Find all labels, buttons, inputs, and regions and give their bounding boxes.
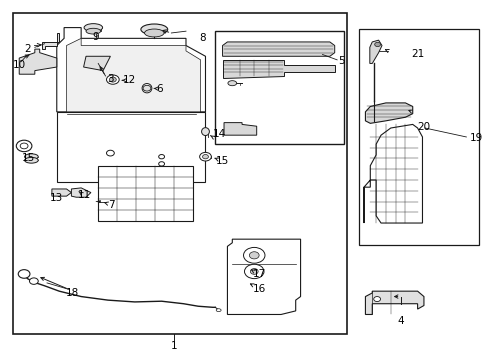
Text: 16: 16 xyxy=(252,284,265,294)
Polygon shape xyxy=(66,39,200,112)
Bar xyxy=(13,13,346,334)
Text: 13: 13 xyxy=(50,193,63,203)
Polygon shape xyxy=(42,33,59,49)
Text: 12: 12 xyxy=(123,75,136,85)
Circle shape xyxy=(143,85,151,91)
Ellipse shape xyxy=(216,309,221,312)
Text: 6: 6 xyxy=(156,84,162,94)
Circle shape xyxy=(158,154,164,159)
Bar xyxy=(98,166,193,221)
Text: 1: 1 xyxy=(170,341,177,351)
Ellipse shape xyxy=(86,28,101,34)
Circle shape xyxy=(29,278,38,284)
Text: 9: 9 xyxy=(92,32,99,41)
Polygon shape xyxy=(52,189,71,196)
Ellipse shape xyxy=(144,29,163,37)
Text: 4: 4 xyxy=(396,316,403,325)
Text: 20: 20 xyxy=(416,122,429,132)
Text: 17: 17 xyxy=(252,269,265,279)
Circle shape xyxy=(20,143,28,149)
Polygon shape xyxy=(224,123,256,135)
Text: 11: 11 xyxy=(78,190,91,200)
Circle shape xyxy=(244,264,264,279)
Circle shape xyxy=(16,140,32,152)
Text: 7: 7 xyxy=(108,200,115,210)
Polygon shape xyxy=(227,239,300,315)
Polygon shape xyxy=(365,103,412,123)
Text: 15: 15 xyxy=(21,153,35,163)
Polygon shape xyxy=(222,42,334,56)
Polygon shape xyxy=(363,125,422,223)
Polygon shape xyxy=(83,56,110,71)
Circle shape xyxy=(202,154,208,159)
Circle shape xyxy=(109,77,116,82)
Bar xyxy=(215,31,344,144)
Circle shape xyxy=(106,150,114,156)
Circle shape xyxy=(249,252,259,259)
Polygon shape xyxy=(71,188,91,197)
Polygon shape xyxy=(57,28,205,112)
Text: 19: 19 xyxy=(468,133,482,143)
Polygon shape xyxy=(369,40,381,63)
Polygon shape xyxy=(222,60,334,78)
Circle shape xyxy=(158,162,164,166)
Text: 15: 15 xyxy=(216,156,229,166)
Circle shape xyxy=(18,270,30,278)
Ellipse shape xyxy=(24,154,38,159)
Text: 8: 8 xyxy=(199,33,206,42)
Ellipse shape xyxy=(84,24,102,32)
Circle shape xyxy=(106,75,119,84)
Polygon shape xyxy=(365,291,423,315)
Text: 3: 3 xyxy=(107,73,114,84)
Text: 21: 21 xyxy=(410,49,424,59)
Circle shape xyxy=(199,152,211,161)
Ellipse shape xyxy=(24,157,38,163)
Bar xyxy=(57,112,205,182)
Ellipse shape xyxy=(201,128,209,135)
Text: 5: 5 xyxy=(337,55,344,66)
Polygon shape xyxy=(96,201,101,203)
Text: 14: 14 xyxy=(212,129,225,139)
Ellipse shape xyxy=(227,81,236,86)
Text: 10: 10 xyxy=(13,60,26,70)
Circle shape xyxy=(373,297,380,302)
Circle shape xyxy=(243,247,264,263)
Ellipse shape xyxy=(141,24,167,35)
Bar xyxy=(358,30,478,244)
Polygon shape xyxy=(19,49,57,74)
Circle shape xyxy=(250,269,258,274)
Circle shape xyxy=(374,42,380,46)
Text: 2: 2 xyxy=(24,44,31,54)
Text: 18: 18 xyxy=(66,288,80,298)
Ellipse shape xyxy=(142,84,152,93)
